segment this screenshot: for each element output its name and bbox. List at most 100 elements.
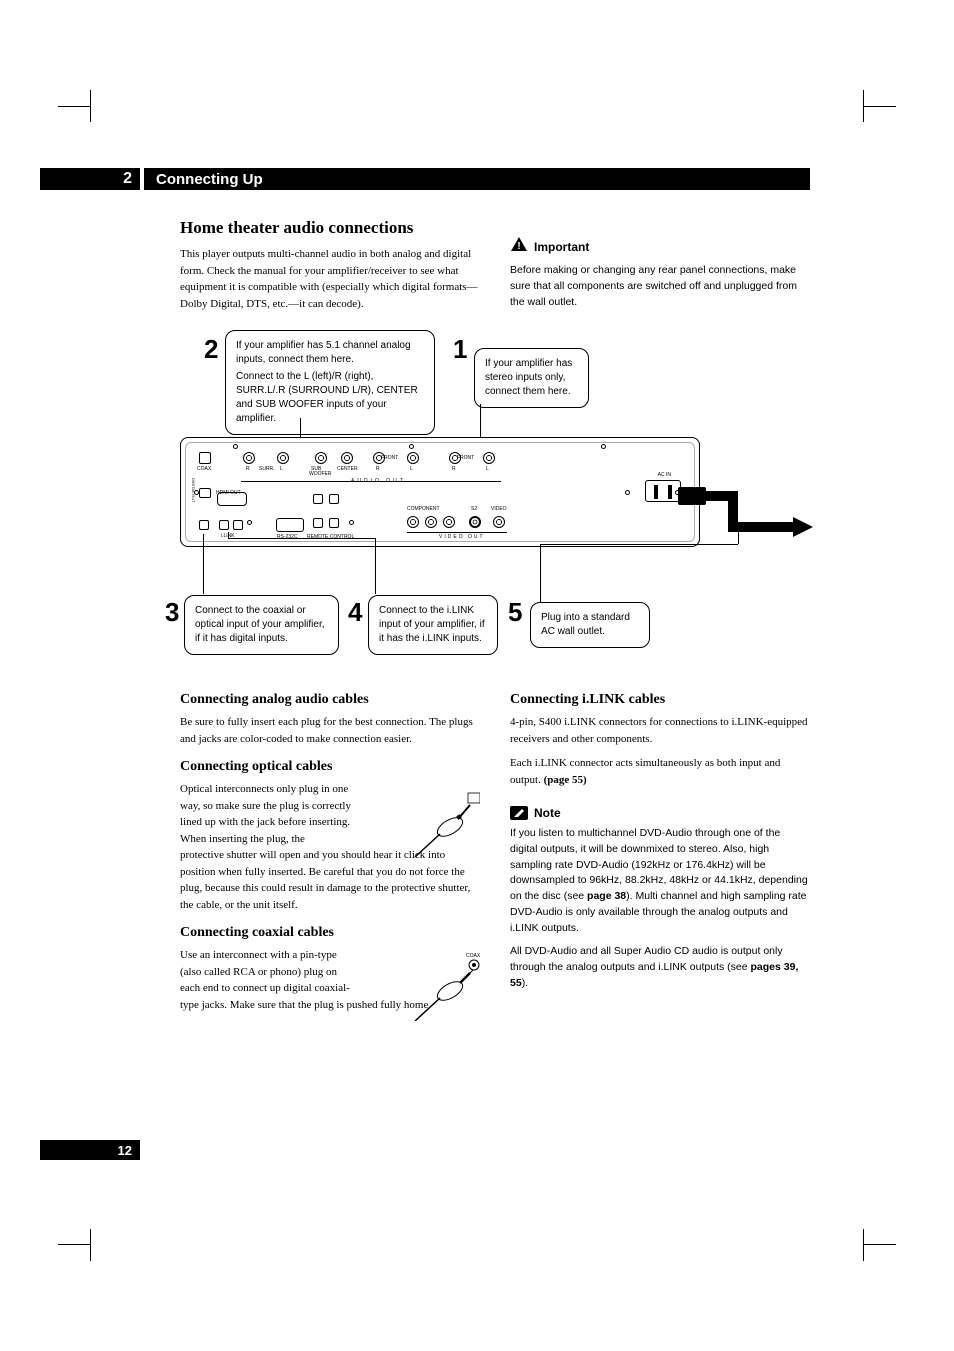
port-ilink2	[233, 520, 243, 530]
analog-title: Connecting analog audio cables	[180, 692, 480, 708]
note-label: Note	[534, 806, 561, 820]
callout-2-text2: Connect to the L (left)/R (right), SURR.…	[236, 370, 424, 426]
optical-cable-icon: OPT	[410, 789, 480, 859]
intro-right: ! Important Before making or changing an…	[510, 218, 810, 312]
port-ilink1	[219, 520, 229, 530]
ac-inlet	[645, 480, 681, 502]
rear-panel: FRONT FRONT R SURR. L SUB WOOFER CENTER …	[180, 437, 700, 547]
main-heading: Home theater audio connections	[180, 218, 480, 238]
port-opt2	[199, 520, 209, 530]
warning-icon: !	[510, 236, 528, 257]
port-hdmi	[217, 492, 247, 506]
label-r1: R	[246, 466, 250, 472]
port-coax	[199, 452, 211, 464]
jack-svideo	[469, 516, 481, 528]
note-text1-wrap: If you listen to multichannel DVD-Audio …	[510, 826, 810, 936]
crop-mark	[90, 1229, 91, 1261]
note-text2: All DVD-Audio and all Super Audio CD aud…	[510, 945, 783, 973]
optical-block: Optical interconnects only plug in one w…	[180, 781, 480, 847]
callout-3-num: 3	[165, 597, 179, 628]
callout-2-text1: If your amplifier has 5.1 channel analog…	[236, 339, 424, 367]
ilink-text2-wrap: Each i.LINK connector acts simultaneousl…	[510, 755, 810, 788]
svg-text:OPT: OPT	[470, 789, 480, 791]
leader-4a	[375, 538, 376, 594]
port-opt	[199, 488, 211, 498]
chapter-number: 2	[40, 168, 140, 190]
callout-5-num: 5	[508, 597, 522, 628]
note-page-ref1: page 38	[587, 890, 626, 902]
svg-text:COAX: COAX	[466, 953, 480, 959]
power-cable	[678, 477, 813, 547]
jack-comp-y	[407, 516, 419, 528]
callout-1-num: 1	[453, 334, 467, 365]
crop-mark	[864, 1244, 896, 1245]
bottom-columns: Connecting analog audio cables Be sure t…	[180, 680, 810, 1013]
pencil-icon	[510, 806, 528, 820]
screw	[409, 444, 414, 449]
label-video-out: VIDEO OUT	[439, 534, 485, 540]
crop-mark	[58, 106, 90, 107]
label-surr: SURR.	[259, 466, 275, 472]
screw	[349, 520, 354, 525]
crop-mark	[58, 1244, 90, 1245]
label-remote: REMOTE CONTROL	[307, 534, 354, 540]
ilink-title: Connecting i.LINK cables	[510, 692, 810, 708]
label-s2: S2	[471, 506, 477, 512]
jack-comp-pb	[425, 516, 437, 528]
coaxial-block: Use an interconnect with a pin-type (als…	[180, 947, 480, 997]
jack-video	[493, 516, 505, 528]
jack-front-l-5ch	[407, 452, 419, 464]
optical-text1: Optical interconnects only plug in one w…	[180, 781, 354, 847]
label-woofer: WOOFER	[309, 471, 332, 477]
label-center: CENTER	[337, 466, 358, 472]
label-l1: L	[280, 466, 283, 472]
coaxial-text1: Use an interconnect with a pin-type (als…	[180, 947, 354, 997]
intro-row: Home theater audio connections This play…	[180, 218, 810, 312]
label-r3: R	[452, 466, 456, 472]
audio-out-line	[241, 481, 501, 482]
callout-5-text: Plug into a standard AC wall outlet.	[541, 611, 639, 639]
callout-5-box: Plug into a standard AC wall outlet.	[530, 602, 650, 648]
jack-surr-l	[277, 452, 289, 464]
crop-mark	[864, 106, 896, 107]
screw	[194, 490, 199, 495]
port-rc-in	[313, 518, 323, 528]
screw	[601, 444, 606, 449]
callout-1-text: If your amplifier has stereo inputs only…	[485, 357, 578, 399]
video-out-line	[407, 532, 507, 533]
leader-4b	[228, 538, 376, 539]
label-l3: L	[486, 466, 489, 472]
port-ctrl-in	[313, 494, 323, 504]
callout-4-num: 4	[348, 597, 362, 628]
screw	[625, 490, 630, 495]
right-col: Connecting i.LINK cables 4-pin, S400 i.L…	[510, 680, 810, 1013]
callout-4-box: Connect to the i.LINK input of your ampl…	[368, 595, 498, 655]
callout-4-text: Connect to the i.LINK input of your ampl…	[379, 604, 487, 646]
label-r2: R	[376, 466, 380, 472]
page-number: 12	[40, 1140, 140, 1160]
leader-5b	[540, 544, 738, 545]
chapter-title: Connecting Up	[144, 168, 810, 190]
jack-surr-r	[243, 452, 255, 464]
coaxial-cable-icon: COAX	[410, 951, 480, 1021]
coaxial-title: Connecting coaxial cables	[180, 925, 480, 941]
label-front-5ch: FRONT	[381, 455, 398, 461]
svg-text:!: !	[517, 241, 520, 252]
note-row: Note	[510, 806, 810, 820]
label-coax: COAX.	[197, 466, 213, 472]
note-text2-wrap: All DVD-Audio and all Super Audio CD aud…	[510, 944, 810, 991]
callout-1-box: If your amplifier has stereo inputs only…	[474, 348, 589, 408]
optical-title: Connecting optical cables	[180, 759, 480, 775]
leader-5c	[738, 522, 739, 544]
port-ctrl-out	[329, 494, 339, 504]
connection-diagram: 2 If your amplifier has 5.1 channel anal…	[180, 322, 810, 662]
callout-2-box: If your amplifier has 5.1 channel analog…	[225, 330, 435, 435]
label-rs232: RS-232C	[277, 534, 298, 540]
content-area: Home theater audio connections This play…	[180, 218, 810, 1013]
screw	[233, 444, 238, 449]
analog-text: Be sure to fully insert each plug for th…	[180, 714, 480, 747]
label-component: COMPONENT	[407, 506, 440, 512]
leader-3	[203, 534, 204, 594]
leader-5a	[540, 544, 541, 602]
left-col: Connecting analog audio cables Be sure t…	[180, 680, 480, 1013]
